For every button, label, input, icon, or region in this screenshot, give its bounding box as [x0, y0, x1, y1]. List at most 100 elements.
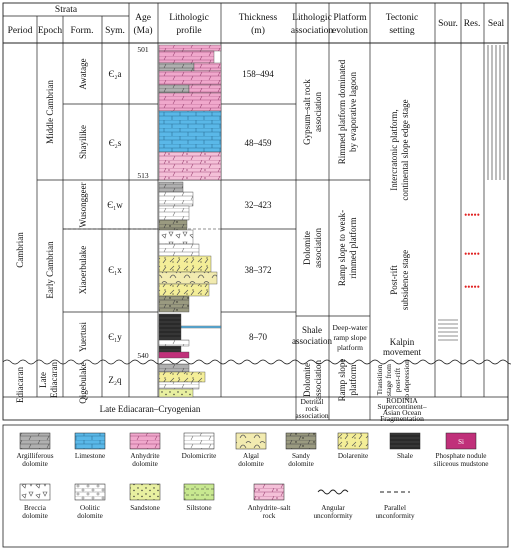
thickness-xiaoerbulake: 38–372 — [245, 265, 272, 275]
header-tectonic-line1: Tectonic — [386, 13, 419, 23]
tectonic-postrift-line2: subsidence stage — [400, 250, 410, 310]
row-dividers — [3, 103, 508, 398]
platform-ramp-weak-line1: Ramp slope to weak- — [337, 210, 347, 286]
tectonic-transition-line2: stage from — [384, 364, 393, 396]
legend-phosphate-nodule-label: Phosphate nodule — [436, 452, 487, 460]
legend-parallel-unconformity-label2: unconformity — [375, 512, 415, 520]
legend-siltstone-swatch — [183, 483, 215, 501]
legend-algal-dolomite-label2: dolomite — [238, 460, 264, 468]
legend-anhydrite-dolomite-label: Anhydrite — [130, 452, 159, 460]
header-strata: Strata — [55, 5, 78, 15]
tectonic-transition-line1: Transition — [375, 364, 384, 395]
legend-sandy-dolomite-label: Sandy — [292, 452, 310, 460]
legend-breccia-dolomite-label: Breccia — [24, 504, 47, 512]
legend-argilliferous-dolomite-swatch — [19, 432, 51, 450]
table-frame — [2, 2, 509, 421]
header-reservoir: Res. — [464, 19, 481, 29]
legend-algal-dolomite-label: Algal — [243, 452, 259, 460]
legend-sandstone-label: Sandstone — [130, 504, 160, 512]
legend-breccia-dolomite-swatch — [19, 483, 51, 501]
age-513: 513 — [137, 171, 149, 180]
tectonic-rodinia-line4: Fragmentation — [380, 414, 424, 423]
platform-deep-line2: ramp slope — [333, 333, 367, 342]
assoc-dolomite-line1: Dolomite — [302, 231, 312, 265]
thickness-shayilike: 48–459 — [245, 138, 273, 148]
svg-text:•••••: ••••• — [464, 249, 480, 259]
header-symbol: Sym. — [105, 26, 125, 36]
bottom-row-label: Late Ediacaran–Cryogenian — [100, 404, 201, 414]
epoch-late-ediacaran-line2: Ediacaran — [49, 362, 59, 398]
header-tectonic-line2: setting — [389, 26, 415, 36]
formation-xiaoerbulake: Xiaoerbulake — [78, 246, 88, 294]
platform-deep-line3: platform — [337, 343, 363, 352]
legend-anhydrite-salt-rock-label: Anhydrite–salt — [248, 504, 291, 512]
thickness-yuertusi: 8–70 — [249, 332, 268, 342]
legend-oolitic-dolomite-swatch — [74, 483, 106, 501]
header-platform-line2: evolution — [332, 26, 368, 36]
assoc-detrital-line1: Detrital — [301, 397, 324, 406]
formation-awatage: Awatage — [78, 58, 88, 89]
assoc-dolomite2-line1: Dolomite — [302, 363, 312, 397]
assoc-gypsum-line1: Gypsum–salt rock — [302, 79, 312, 145]
legend-angular-unconformity-label: Angular — [321, 504, 345, 512]
header-age-line1: Age — [135, 13, 151, 23]
assoc-dolomite-line2: association — [313, 228, 323, 268]
assoc-detrital-line3: association — [295, 411, 329, 420]
legend-parallel-unconformity-label: Parallel — [384, 504, 406, 512]
assoc-shale-line1: Shale — [302, 325, 322, 335]
column-dividers — [36, 3, 485, 420]
symbol-xiaoerbulake: Є₁x — [108, 265, 122, 275]
legend-shale-swatch — [389, 432, 421, 450]
tectonic-rodinia-line2: Supercontinent– — [377, 402, 426, 411]
header-formation: Form. — [71, 26, 94, 36]
header-period: Period — [8, 26, 33, 36]
legend-angular-unconformity-icon — [317, 489, 349, 495]
legend-sandstone-swatch — [129, 483, 161, 501]
period-ediacaran: Ediacaran — [15, 367, 25, 403]
legend-anhydrite-dolomite-label2: dolomite — [132, 460, 158, 468]
source-rock-marker — [437, 318, 459, 344]
svg-text:•••••: ••••• — [464, 282, 480, 292]
thickness-wusonggeer: 32–423 — [245, 200, 273, 210]
epoch-middle-cambrian: Middle Cambrian — [45, 80, 55, 144]
tectonic-intercratonic-line1: Intercratonic platform, — [389, 109, 399, 190]
legend-algal-dolomite-swatch — [235, 432, 267, 450]
legend-sandy-dolomite-swatch — [285, 432, 317, 450]
age-540: 540 — [137, 351, 149, 360]
legend-dolomicrite-swatch — [183, 432, 215, 450]
legend: Si Argilliferous dolomite Limestone Anhy… — [17, 432, 488, 520]
tectonic-transition-line3: post-rift — [393, 367, 402, 392]
legend-oolitic-dolomite-label2: dolomite — [77, 512, 103, 520]
legend-angular-unconformity-label2: unconformity — [313, 512, 353, 520]
header-source: Sour. — [438, 19, 458, 29]
symbol-awatage: Є₂a — [108, 69, 121, 79]
legend-anhydrite-salt-rock-label2: rock — [263, 512, 276, 520]
symbol-qigebulake: Z₂q — [108, 375, 122, 385]
tectonic-intercratonic-line2: continental slope edge stage — [400, 99, 410, 200]
platform-ramp-slope-line2: platform — [348, 365, 358, 396]
formation-wusonggeer: Wusonggeer — [78, 182, 88, 227]
legend-limestone-swatch — [74, 432, 106, 450]
tectonic-kalpin-line1: Kalpin — [390, 337, 415, 347]
symbol-yuertusi: Є₁y — [108, 332, 122, 342]
epoch-early-cambrian: Early Cambrian — [45, 241, 55, 299]
legend-dolarenite-label: Dolarenite — [338, 452, 368, 460]
header-litho-assoc-line2: association — [291, 26, 333, 36]
header-age-line2: (Ma) — [134, 25, 153, 36]
legend-shale-label: Shale — [397, 452, 413, 460]
legend-sandy-dolomite-label2: dolomite — [288, 460, 314, 468]
formation-yuertusi: Yuertusi — [78, 322, 88, 352]
legend-anhydrite-salt-rock-swatch — [253, 483, 285, 501]
lithologic-profile — [158, 44, 222, 398]
tectonic-rodinia-line1: RODINIA — [386, 396, 418, 405]
reservoir-markers: ••••• ••••• ••••• — [464, 210, 480, 292]
platform-rimmed-line2: by evaporative lagoon — [348, 72, 358, 152]
legend-argilliferous-dolomite-label: Argilliferous — [17, 452, 54, 460]
legend-frame — [2, 424, 509, 548]
tectonic-kalpin-line2: movement — [383, 347, 421, 357]
header-thickness-line1: Thickness — [239, 13, 278, 23]
header-litho-profile-line1: Lithologic — [169, 13, 209, 23]
legend-phosphate-nodule-swatch — [445, 432, 477, 450]
